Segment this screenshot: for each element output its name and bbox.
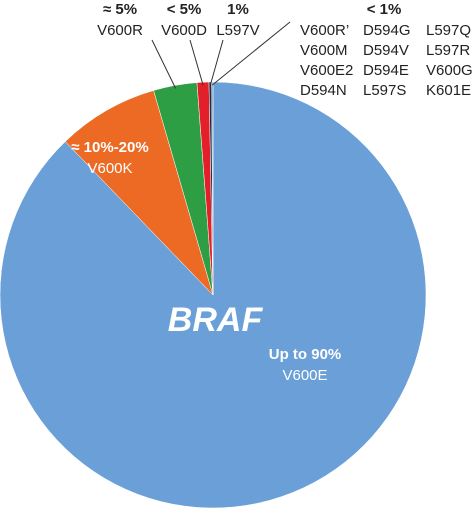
leader-line: [151, 39, 177, 89]
pie-slice: [64, 90, 214, 296]
slice-mutation: D594G: [363, 22, 411, 39]
slice-mutation: L597Q: [426, 22, 471, 39]
slice-mutation: V600R’: [300, 22, 349, 39]
slice-percent: < 1%: [367, 1, 402, 18]
slice-mutation: L597V: [216, 22, 259, 39]
slice-mutation: D594V: [363, 42, 409, 59]
slice-mutation: L597S: [363, 82, 406, 99]
slice-percent: < 5%: [167, 1, 202, 18]
slice-mutation: L597R: [426, 42, 470, 59]
slice-mutation: D594E: [363, 62, 409, 79]
slice-mutation: V600R: [97, 22, 143, 39]
slice-mutation: V600E: [282, 367, 327, 384]
slice-percent: ≈ 5%: [103, 1, 137, 18]
slice-mutation: V600D: [161, 22, 207, 39]
slice-mutation: V600M: [300, 42, 348, 59]
slice-percent: Up to 90%: [269, 346, 342, 363]
slice-mutation: V600G: [426, 62, 473, 79]
leader-line: [212, 21, 291, 86]
leader-line: [189, 39, 204, 86]
slice-percent: 1%: [227, 1, 249, 18]
chart-title: BRAF: [168, 301, 264, 339]
pie: [0, 81, 427, 509]
slice-percent: ≈ 10%-20%: [71, 139, 148, 156]
slice-mutation: V600E2: [300, 62, 353, 79]
slice-mutation: V600K: [87, 160, 132, 177]
slice-mutation: K601E: [426, 82, 471, 99]
slice-mutation: D594N: [300, 82, 347, 99]
leader-line: [209, 39, 224, 86]
labels: Up to 90% V600E ≈ 10%-20% V600K ≈ 5% V600R < 5…: [71, 1, 472, 384]
